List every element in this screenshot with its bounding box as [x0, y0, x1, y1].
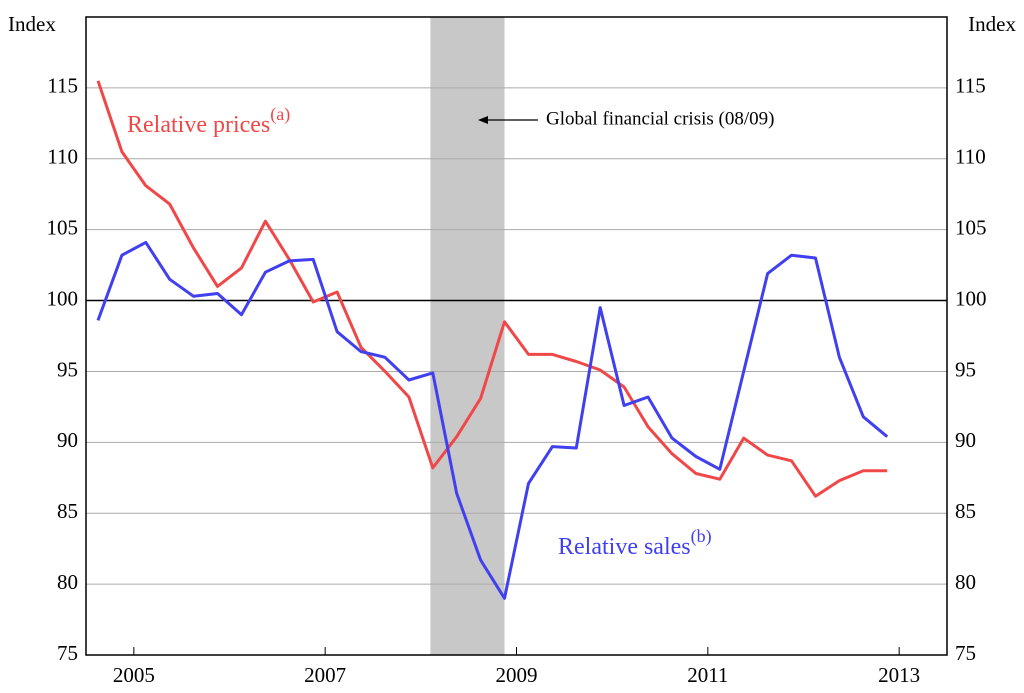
y-tick-label-left: 110 [47, 145, 78, 169]
y-tick-label-right: 110 [955, 145, 986, 169]
series-label-name: Relative sales [558, 534, 691, 560]
x-tick-label: 2005 [113, 663, 155, 687]
y-tick-label-right: 105 [955, 215, 987, 239]
y-tick-label-left: 90 [57, 428, 78, 452]
y-tick-label-left: 95 [57, 357, 78, 381]
series-label: Relative prices(a) [127, 104, 290, 137]
x-tick-label: 2013 [878, 663, 920, 687]
y-tick-label-right: 80 [955, 570, 976, 594]
x-tick-label: 2011 [687, 663, 728, 687]
y-axis-label-left: Index [8, 12, 56, 36]
y-tick-label-right: 95 [955, 357, 976, 381]
y-tick-label-left: 75 [57, 641, 78, 665]
shaded-region [430, 17, 505, 655]
y-tick-label-left: 100 [47, 286, 79, 310]
y-tick-label-left: 115 [47, 74, 78, 98]
series-label-note: (a) [270, 104, 290, 125]
y-axis-label-right: Index [968, 12, 1016, 36]
series-label: Relative sales(b) [558, 526, 712, 559]
annotation-label: Global financial crisis (08/09) [546, 108, 774, 129]
y-tick-label-left: 80 [57, 570, 78, 594]
y-tick-label-left: 105 [47, 215, 79, 239]
x-tick-label: 2009 [496, 663, 538, 687]
plot-frame [85, 16, 948, 656]
series-label-name: Relative prices [127, 112, 270, 138]
annotation-arrowhead [478, 116, 488, 124]
series-line [96, 240, 889, 600]
series-line [96, 80, 888, 498]
y-tick-label-right: 75 [955, 641, 976, 665]
series-label-note: (b) [691, 526, 712, 547]
y-tick-label-right: 85 [955, 499, 976, 523]
y-tick-label-left: 85 [57, 499, 78, 523]
x-tick-label: 2007 [304, 663, 346, 687]
y-tick-label-right: 100 [955, 286, 987, 310]
y-tick-label-right: 115 [955, 74, 986, 98]
y-tick-label-right: 90 [955, 428, 976, 452]
